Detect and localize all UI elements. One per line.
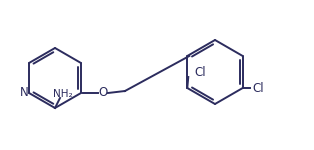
Text: N: N [20, 87, 28, 99]
Text: Cl: Cl [194, 66, 206, 78]
Text: Cl: Cl [253, 81, 264, 94]
Text: O: O [98, 87, 108, 99]
Text: NH₂: NH₂ [53, 89, 73, 99]
